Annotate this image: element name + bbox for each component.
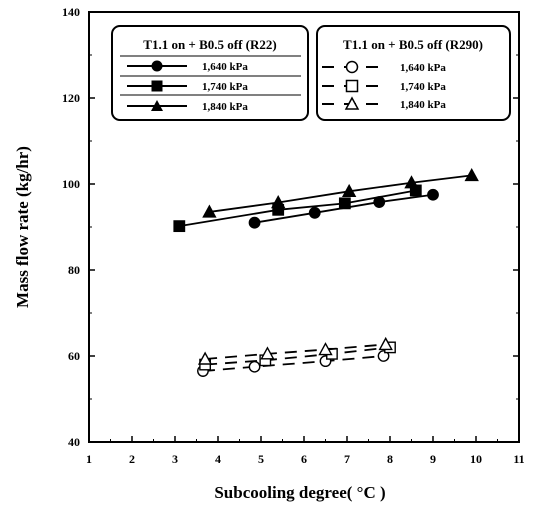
data-point-circle [248, 216, 261, 229]
legend-r290-title: T1.1 on + B0.5 off (R290) [343, 37, 483, 52]
x-tick-label: 9 [430, 452, 436, 466]
legend-r22-box [111, 25, 309, 121]
data-point-triangle [260, 346, 275, 360]
legend-r290-entry-1840: 1,840 kPa [322, 96, 446, 111]
data-point-triangle [404, 175, 419, 189]
series-r22-1840 [202, 167, 479, 218]
series-line [202, 355, 384, 372]
legend-r290-entry-1740: 1,740 kPa [322, 79, 446, 93]
svg-text:1,740 kPa: 1,740 kPa [400, 81, 446, 93]
x-tick-label: 8 [387, 452, 393, 466]
x-tick-label: 3 [172, 452, 178, 466]
legend-r290-entry-1640: 1,640 kPa [322, 60, 446, 74]
series-line [205, 343, 386, 360]
data-point-triangle [464, 167, 479, 182]
legend-r22-title: T1.1 on + B0.5 off (R22) [143, 37, 276, 52]
svg-text:1,840 kPa: 1,840 kPa [202, 101, 248, 113]
x-tick-label: 2 [129, 452, 135, 466]
data-point-triangle [197, 351, 213, 365]
series-line [179, 189, 416, 228]
data-point-circle [308, 206, 321, 219]
axis-ticks: 1 2 3 4 5 6 7 8 9 10 11 40 60 80 100 120 140 [62, 5, 525, 466]
legend-r22-entry-1640: 1,640 kPa [127, 60, 248, 73]
legend-r22: T1.1 on + B0.5 off (R22) 1,640 kPa 1,740… [111, 25, 309, 121]
x-tick-label: 10 [470, 452, 482, 466]
legend-r22-circle-marker [151, 60, 163, 72]
legend-r22-entry-1740: 1,740 kPa [127, 80, 248, 93]
data-point-triangle [341, 183, 357, 198]
legend-r22-entry-1840: 1,840 kPa [127, 100, 248, 113]
y-tick-label: 120 [62, 91, 80, 105]
legend-r290: T1.1 on + B0.5 off (R290) 1,640 kPa 1,74… [316, 25, 511, 121]
svg-text:1,740 kPa: 1,740 kPa [202, 81, 248, 93]
legend-r22-triangle-marker [151, 100, 163, 111]
legend-r290-box [316, 25, 511, 121]
y-tick-label: 60 [68, 349, 80, 363]
y-tick-label: 140 [62, 5, 80, 19]
y-tick-label: 80 [68, 263, 80, 277]
legend-r290-square-marker [345, 79, 359, 93]
x-tick-label: 5 [258, 452, 264, 466]
data-point-square [173, 220, 186, 233]
data-point-triangle [202, 204, 217, 218]
legend-r290-circle-marker [345, 60, 359, 74]
svg-text:1,840 kPa: 1,840 kPa [400, 99, 446, 111]
y-tick-label: 100 [62, 177, 80, 191]
y-axis-title: Mass flow rate (kg/hr) [13, 146, 32, 308]
data-point-triangle [271, 195, 286, 209]
x-tick-label: 6 [301, 452, 307, 466]
svg-text:1,640 kPa: 1,640 kPa [202, 61, 248, 73]
series-r290-1840 [197, 336, 393, 365]
data-point-circle [427, 188, 439, 201]
legend-r290-triangle-marker [344, 96, 360, 110]
series-line [205, 346, 391, 366]
series-layer [173, 167, 479, 377]
data-point-square [338, 197, 351, 210]
series-r22-1740 [173, 184, 422, 233]
data-point-triangle [318, 342, 333, 356]
data-point-circle [248, 360, 261, 373]
x-tick-label: 1 [86, 452, 92, 466]
y-tick-label: 40 [68, 435, 80, 449]
x-tick-label: 11 [513, 452, 524, 466]
data-point-circle [377, 350, 390, 362]
legend-r22-square-marker [151, 80, 163, 92]
svg-text:1,640 kPa: 1,640 kPa [400, 62, 446, 74]
x-axis-title: Subcooling degree( °C ) [214, 483, 385, 502]
x-tick-label: 7 [344, 452, 350, 466]
x-tick-label: 4 [215, 452, 221, 466]
data-point-triangle [378, 336, 393, 351]
